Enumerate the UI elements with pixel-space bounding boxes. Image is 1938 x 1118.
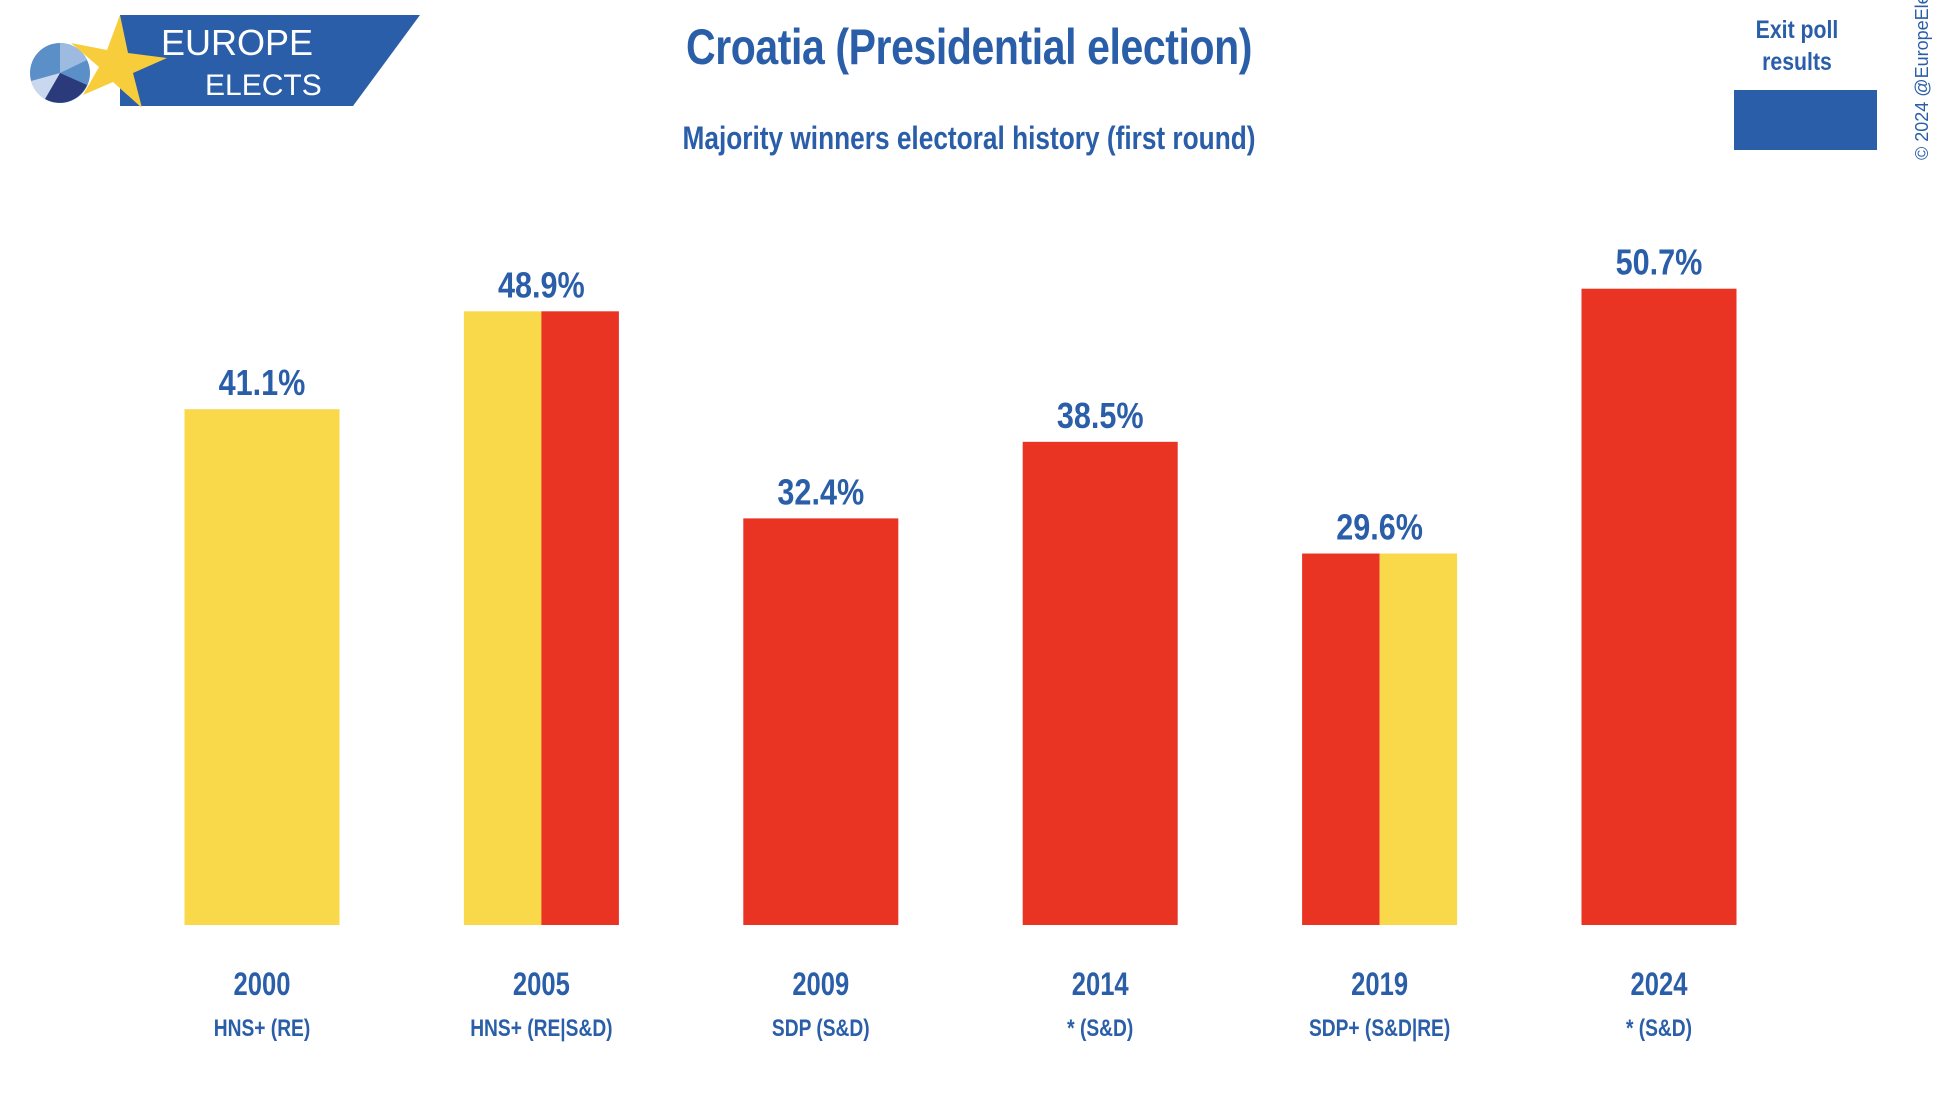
party-label: * (S&D) (1067, 1014, 1133, 1042)
party-label: * (S&D) (1626, 1014, 1692, 1042)
value-label: 32.4% (777, 473, 864, 513)
legend-label: Exit poll results (1755, 16, 1839, 76)
category-label: 2009 (792, 967, 849, 1002)
europe-elects-logo: EUROPE ELECTS (30, 15, 420, 108)
party-label: SDP (S&D) (772, 1014, 870, 1042)
chart-title: Croatia (Presidential election) (685, 19, 1253, 75)
value-label: 38.5% (1057, 397, 1144, 437)
bar-2005-part-2 (541, 311, 619, 925)
value-label: 48.9% (498, 266, 585, 306)
value-label: 50.7% (1616, 243, 1703, 283)
logo: EUROPE ELECTS (25, 15, 420, 108)
party-label: SDP+ (S&D|RE) (1309, 1014, 1450, 1042)
svg-text:EUROPE: EUROPE (161, 22, 313, 63)
category-label: 2019 (1351, 967, 1408, 1002)
party-label: HNS+ (RE|S&D) (470, 1014, 612, 1042)
value-label: 29.6% (1336, 508, 1423, 548)
category-label: 2000 (234, 967, 291, 1002)
party-label: HNS+ (RE) (214, 1014, 310, 1042)
bar-2019-part-2 (1379, 553, 1458, 925)
bar-2019-part-1 (1302, 553, 1380, 925)
value-label: 41.1% (219, 364, 306, 404)
bar-2024 (1581, 288, 1737, 926)
bar-2009 (743, 518, 899, 925)
category-label: 2005 (513, 967, 570, 1002)
category-label: 2024 (1631, 967, 1688, 1002)
svg-text:ELECTS: ELECTS (205, 69, 322, 102)
chart-subtitle: Majority winners electoral history (firs… (682, 120, 1256, 156)
bar-2014 (1022, 441, 1178, 925)
bar-2005-part-1 (463, 311, 542, 925)
bar-2000 (184, 409, 340, 925)
legend-swatch (1734, 90, 1877, 150)
category-label: 2014 (1072, 967, 1129, 1002)
